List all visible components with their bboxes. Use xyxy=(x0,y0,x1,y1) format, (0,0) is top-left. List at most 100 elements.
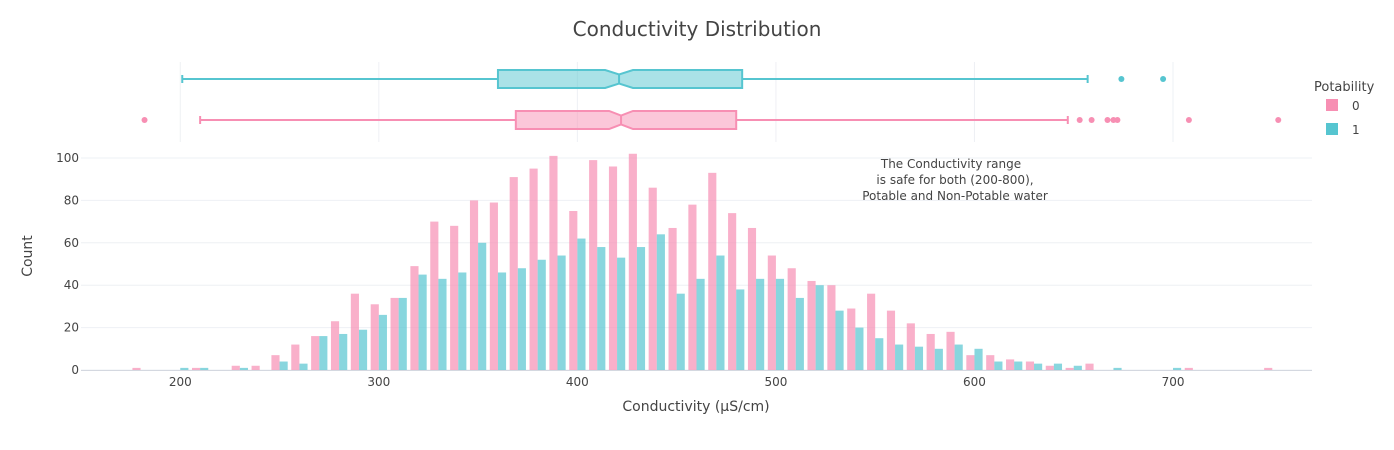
outlier-point xyxy=(1088,117,1095,123)
bar-potability-1 xyxy=(497,272,507,370)
bar-potability-0 xyxy=(191,367,201,370)
box-plot-1 xyxy=(181,69,1167,89)
y-tick-label: 60 xyxy=(64,236,79,250)
bar-potability-1 xyxy=(1113,367,1122,370)
x-axis-ticks: 200 300 400 500 600 700 xyxy=(169,375,1185,389)
y-tick-label: 40 xyxy=(64,278,79,292)
bar-potability-1 xyxy=(617,257,626,370)
bar-potability-0 xyxy=(827,285,836,370)
legend-swatch-1 xyxy=(1326,123,1338,135)
bar-potability-0 xyxy=(946,331,955,370)
bar-potability-0 xyxy=(767,255,776,370)
bar-potability-1 xyxy=(756,278,765,370)
bar-potability-0 xyxy=(529,168,538,370)
annotation-line-1: The Conductivity range xyxy=(880,157,1021,171)
bar-potability-1 xyxy=(934,348,943,370)
bar-potability-1 xyxy=(875,338,884,370)
bar-potability-0 xyxy=(648,187,657,370)
box-plot-0 xyxy=(141,110,1282,130)
bar-potability-0 xyxy=(867,293,876,370)
bar-potability-0 xyxy=(489,202,498,370)
bar-potability-1 xyxy=(239,367,248,370)
x-tick-label: 700 xyxy=(1162,375,1185,389)
bar-potability-0 xyxy=(747,227,757,370)
bar-potability-0 xyxy=(807,280,816,370)
bar-potability-0 xyxy=(291,344,300,370)
y-tick-label: 20 xyxy=(64,321,79,335)
y-tick-label: 0 xyxy=(71,363,79,377)
bar-potability-1 xyxy=(994,361,1003,370)
bar-potability-0 xyxy=(469,200,479,370)
y-tick-label: 80 xyxy=(64,193,79,207)
bar-potability-0 xyxy=(1184,367,1193,370)
bar-potability-0 xyxy=(509,177,518,370)
outlier-point xyxy=(1076,117,1083,123)
bar-potability-1 xyxy=(358,329,368,370)
outlier-point xyxy=(1185,117,1192,123)
bar-potability-1 xyxy=(736,289,745,370)
bar-potability-0 xyxy=(886,310,896,370)
bar-potability-0 xyxy=(1264,367,1273,370)
bar-potability-0 xyxy=(330,321,340,370)
bar-potability-1 xyxy=(339,333,348,370)
bar-potability-1 xyxy=(200,367,209,370)
x-axis-label: Conductivity (μS/cm) xyxy=(622,399,769,415)
bar-potability-0 xyxy=(847,308,856,370)
bar-potability-1 xyxy=(180,367,189,370)
bar-potability-1 xyxy=(1053,363,1063,370)
bar-potability-1 xyxy=(537,259,546,370)
bar-potability-0 xyxy=(728,213,737,370)
annotation-line-3: Potable and Non-Potable water xyxy=(862,189,1048,203)
bar-potability-0 xyxy=(688,204,697,370)
legend-swatch-0 xyxy=(1326,99,1338,111)
bar-potability-0 xyxy=(966,355,975,370)
bar-potability-0 xyxy=(1025,361,1035,370)
bar-potability-1 xyxy=(557,255,566,370)
chart-title: Conductivity Distribution xyxy=(573,17,822,41)
bar-potability-1 xyxy=(319,336,328,370)
bar-potability-0 xyxy=(430,221,439,370)
bar-potability-0 xyxy=(906,323,915,370)
bar-potability-1 xyxy=(795,297,804,370)
bar-potability-1 xyxy=(577,238,586,370)
outlier-point xyxy=(141,117,148,123)
bar-potability-0 xyxy=(350,293,359,370)
outlier-point xyxy=(1104,117,1111,123)
x-tick-label: 500 xyxy=(764,375,787,389)
bar-potability-0 xyxy=(787,268,796,370)
bar-potability-1 xyxy=(299,363,308,370)
bar-potability-1 xyxy=(418,274,427,370)
bar-potability-1 xyxy=(775,278,785,370)
bar-potability-0 xyxy=(370,304,379,370)
bar-potability-0 xyxy=(390,297,399,370)
box-plot-panel xyxy=(141,69,1282,130)
bar-potability-1 xyxy=(835,310,844,370)
bar-potability-0 xyxy=(1065,367,1074,370)
bar-potability-0 xyxy=(251,365,260,370)
bar-potability-1 xyxy=(656,234,665,370)
bar-potability-0 xyxy=(1085,363,1094,370)
bar-potability-0 xyxy=(311,336,320,370)
outlier-point xyxy=(1114,117,1121,123)
bar-potability-1 xyxy=(1034,363,1043,370)
x-tick-label: 200 xyxy=(169,375,192,389)
bar-potability-1 xyxy=(517,268,526,370)
legend-item-0[interactable]: 0 xyxy=(1326,99,1360,113)
bar-potability-1 xyxy=(398,297,407,370)
histogram-bars xyxy=(132,153,1273,370)
y-axis-label: Count xyxy=(20,235,36,277)
bar-potability-0 xyxy=(926,333,935,370)
legend-label-0: 0 xyxy=(1352,99,1360,113)
bar-potability-1 xyxy=(378,314,387,370)
legend-item-1[interactable]: 1 xyxy=(1326,123,1360,137)
bar-potability-0 xyxy=(271,355,280,370)
y-tick-label: 100 xyxy=(56,151,79,165)
y-axis-ticks: 0 20 40 60 80 100 xyxy=(56,151,79,377)
legend-title: Potability xyxy=(1314,80,1375,95)
bar-potability-0 xyxy=(708,172,717,370)
bar-potability-1 xyxy=(1173,367,1182,370)
x-tick-label: 300 xyxy=(367,375,390,389)
x-tick-label: 600 xyxy=(963,375,986,389)
outlier-point xyxy=(1160,76,1167,82)
